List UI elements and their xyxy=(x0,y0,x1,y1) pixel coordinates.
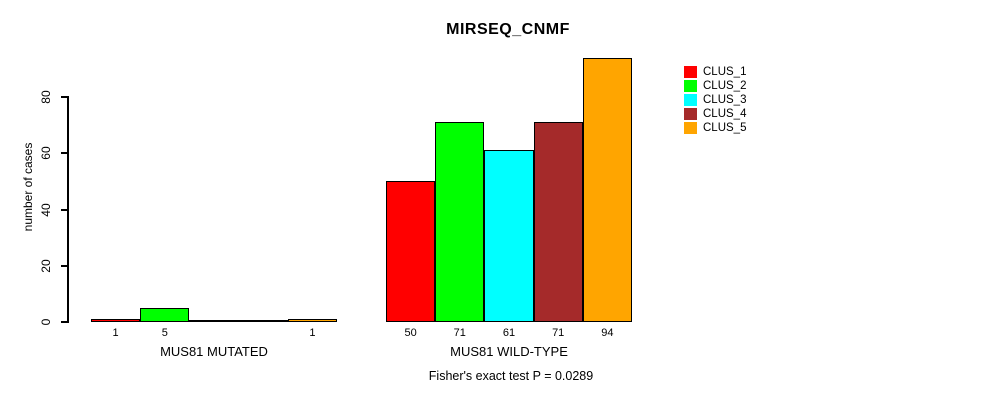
legend-swatch xyxy=(684,66,697,78)
bar xyxy=(140,308,190,322)
legend-swatch xyxy=(684,94,697,106)
y-tick xyxy=(61,321,68,323)
y-tick-label: 80 xyxy=(39,90,53,104)
legend-item: CLUS_2 xyxy=(684,79,746,93)
y-tick xyxy=(61,208,68,211)
y-axis xyxy=(67,96,69,323)
bar-value-label: 50 xyxy=(404,327,417,339)
y-tick xyxy=(61,96,68,98)
y-tick-label: 0 xyxy=(39,318,53,326)
legend-item: CLUS_4 xyxy=(684,107,746,121)
bar-value-label: 71 xyxy=(453,327,466,339)
y-tick-label: 60 xyxy=(39,146,53,160)
legend-item: CLUS_1 xyxy=(684,65,746,79)
legend-label: CLUS_2 xyxy=(703,80,747,92)
legend-swatch xyxy=(684,80,697,92)
bar xyxy=(582,58,632,322)
bar xyxy=(533,122,583,322)
bar-value-label: 71 xyxy=(552,327,565,339)
legend-label: CLUS_5 xyxy=(703,122,747,134)
group-label: MUS81 WILD-TYPE xyxy=(450,344,568,359)
group-label: MUS81 MUTATED xyxy=(160,344,268,359)
legend-swatch xyxy=(684,122,697,134)
legend-swatch xyxy=(684,108,697,120)
bar xyxy=(287,319,337,322)
legend-item: CLUS_5 xyxy=(684,121,746,135)
legend: CLUS_1 CLUS_2 CLUS_3 CLUS_4 CLUS_5 xyxy=(684,65,746,135)
y-tick-label: 20 xyxy=(39,259,53,273)
bar xyxy=(435,122,485,322)
bar-zero xyxy=(189,320,239,322)
bar xyxy=(91,319,141,322)
legend-item: CLUS_3 xyxy=(684,93,746,107)
y-axis-label: number of cases xyxy=(21,142,35,232)
y-tick xyxy=(61,264,68,267)
legend-label: CLUS_1 xyxy=(703,66,747,78)
bar-value-label: 5 xyxy=(161,327,168,339)
fisher-test-subtitle: Fisher's exact test P = 0.0289 xyxy=(428,369,594,383)
bar-value-label: 94 xyxy=(601,327,614,339)
bar-value-label: 61 xyxy=(502,327,516,339)
y-tick xyxy=(61,152,68,155)
legend-label: CLUS_3 xyxy=(703,94,747,106)
bar-zero xyxy=(238,320,288,322)
bar-value-label: 1 xyxy=(309,327,316,339)
bar xyxy=(386,181,436,322)
y-tick-label: 40 xyxy=(39,202,53,217)
legend-label: CLUS_4 xyxy=(703,108,747,120)
bar-value-label: 1 xyxy=(112,327,119,339)
chart-title: MIRSEQ_CNMF xyxy=(446,21,570,38)
bar xyxy=(484,150,534,322)
